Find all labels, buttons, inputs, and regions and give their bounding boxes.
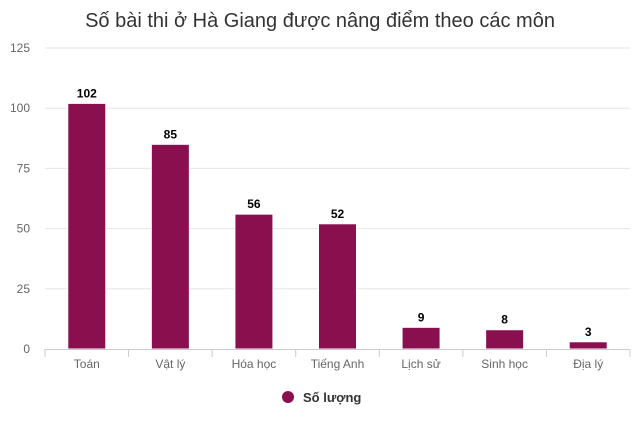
x-tick-label: Hóa học	[232, 357, 277, 371]
gridlines	[45, 47, 630, 290]
data-label: 56	[247, 197, 261, 211]
x-tick-label: Tiếng Anh	[311, 357, 365, 371]
x-tick-label: Vật lý	[155, 357, 185, 371]
data-label: 3	[585, 325, 592, 339]
bar	[150, 143, 190, 350]
data-label: 102	[77, 86, 97, 100]
x-axis: Toán Vật lý Hóa học Tiếng Anh Lịch sử Sinh họ…	[44, 349, 631, 371]
x-tick-label: Lịch sử	[401, 357, 440, 371]
x-tick-label: Toán	[74, 357, 100, 371]
legend[interactable]: Số lượng	[282, 390, 361, 405]
y-tick-label: 125	[10, 41, 30, 55]
bar	[485, 329, 525, 350]
bars: 102 85 56 52 9 8 3	[67, 86, 608, 350]
chart-title: Số bài thi ở Hà Giang được nâng điểm the…	[85, 10, 555, 32]
y-tick-label: 75	[17, 161, 31, 175]
y-axis-ticks: 0 25 50 75 100 125	[10, 41, 30, 356]
data-label: 85	[164, 127, 178, 141]
y-tick-label: 25	[17, 282, 31, 296]
y-tick-label: 100	[10, 101, 30, 115]
data-label: 9	[418, 310, 425, 324]
legend-label: Số lượng	[303, 390, 361, 405]
y-tick-label: 50	[17, 222, 31, 236]
data-label: 8	[501, 313, 508, 327]
bar	[67, 102, 107, 350]
bar	[234, 213, 274, 350]
legend-swatch	[282, 391, 294, 403]
bar	[401, 326, 441, 350]
bar	[318, 223, 357, 350]
y-tick-label: 0	[23, 342, 30, 356]
x-tick-label: Sinh học	[481, 357, 528, 371]
data-label: 52	[331, 207, 345, 221]
x-tick-label: Địa lý	[573, 357, 603, 371]
bar	[568, 341, 608, 350]
